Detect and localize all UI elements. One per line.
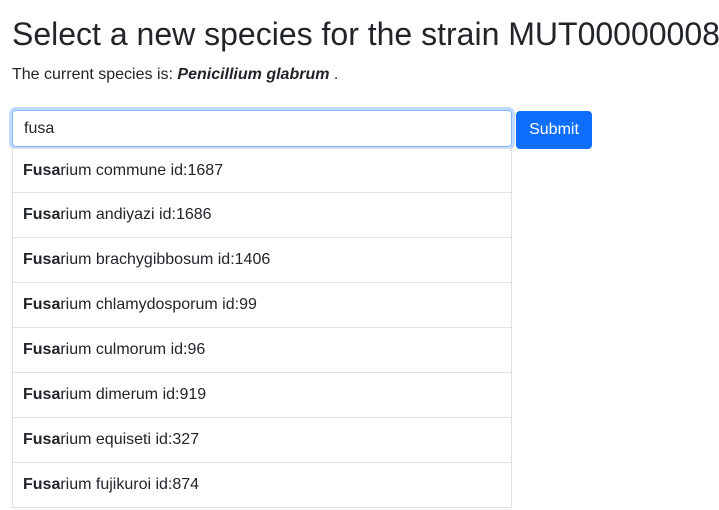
page-title: Select a new species for the strain MUT0… bbox=[12, 16, 719, 52]
species-search-input[interactable] bbox=[12, 110, 512, 147]
suggestion-item[interactable]: Fusa rium chlamydosporum id:99 bbox=[12, 283, 512, 328]
suggestion-rest-text: rium dimerum id:919 bbox=[60, 386, 207, 403]
suggestion-rest-text: rium culmorum id:96 bbox=[60, 341, 206, 358]
suggestion-rest-text: rium chlamydosporum id:99 bbox=[60, 296, 257, 313]
suggestion-item[interactable]: Fusa rium andiyazi id:1686 bbox=[12, 193, 512, 238]
suggestion-match-text: Fusa bbox=[23, 431, 61, 448]
suggestion-match-text: Fusa bbox=[23, 296, 61, 313]
suggestion-rest-text: rium andiyazi id:1686 bbox=[60, 206, 212, 223]
current-species-name: Penicillium glabrum bbox=[177, 66, 330, 83]
suggestion-rest-text: rium commune id:1687 bbox=[60, 161, 224, 179]
suggestion-list: Fusa rium commune id:1687 Fusa rium andiya… bbox=[12, 148, 512, 508]
suggestion-item[interactable]: Fusa rium fujikuroi id:874 bbox=[12, 463, 512, 508]
suggestion-match-text: Fusa bbox=[23, 386, 61, 403]
suggestion-match-text: Fusa bbox=[23, 476, 61, 493]
suggestion-match-text: Fusa bbox=[23, 341, 61, 358]
suggestion-item[interactable]: Fusa rium culmorum id:96 bbox=[12, 328, 512, 373]
suggestion-match-text: Fusa bbox=[23, 161, 61, 179]
suggestion-rest-text: rium brachygibbosum id:1406 bbox=[60, 251, 271, 268]
suggestion-match-text: Fusa bbox=[23, 251, 61, 268]
suggestion-item[interactable]: Fusa rium equiseti id:327 bbox=[12, 418, 512, 463]
suggestion-match-text: Fusa bbox=[23, 206, 61, 223]
current-species-prefix: The current species is: bbox=[12, 66, 178, 83]
submit-button[interactable]: Submit bbox=[516, 111, 592, 149]
suggestion-rest-text: rium fujikuroi id:874 bbox=[60, 476, 200, 493]
suggestion-item[interactable]: Fusa rium brachygibbosum id:1406 bbox=[12, 238, 512, 283]
suggestion-rest-text: rium equiseti id:327 bbox=[60, 431, 200, 448]
current-species-line: The current species is: Penicillium glab… bbox=[12, 64, 338, 86]
current-species-suffix: . bbox=[329, 66, 339, 83]
suggestion-item[interactable]: Fusa rium commune id:1687 bbox=[12, 148, 512, 193]
suggestion-item[interactable]: Fusa rium dimerum id:919 bbox=[12, 373, 512, 418]
